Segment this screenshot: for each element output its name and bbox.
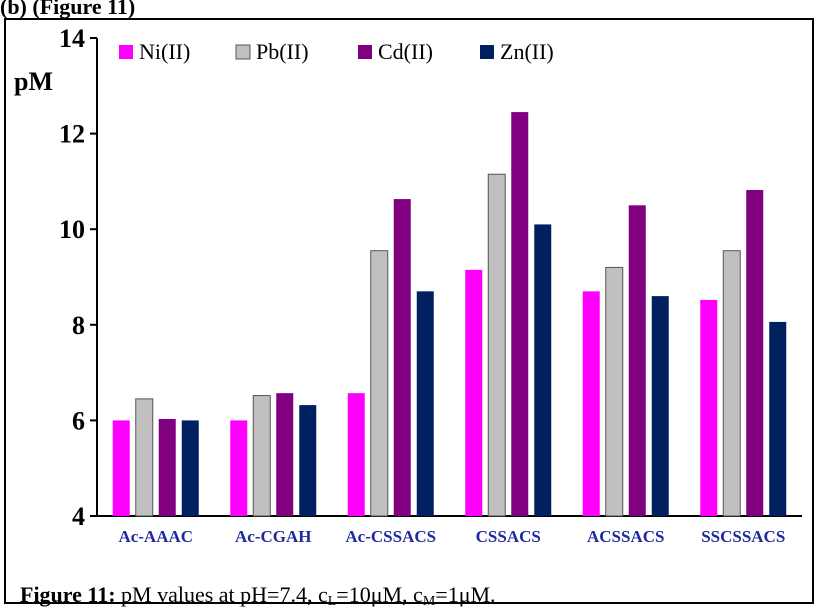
- bar: [112, 420, 130, 516]
- figure-frame: 4 6 8 10 12 14 pM Ac-AAAC Ac-CGAH Ac-CSSACS CSSACS…: [4, 18, 814, 609]
- legend-label: Zn(II): [500, 39, 554, 64]
- bar: [465, 269, 483, 516]
- bar: [746, 190, 764, 516]
- legend-swatch: [235, 44, 251, 60]
- legend-swatch: [119, 45, 133, 59]
- bar: [769, 321, 787, 516]
- legend-label: Ni(II): [139, 39, 190, 64]
- bar: [370, 250, 389, 517]
- legend-label: Pb(II): [256, 39, 309, 64]
- y-tick-label: 8: [72, 311, 85, 340]
- y-tick-label: 12: [59, 120, 85, 149]
- x-category-label: ACSSACS: [587, 527, 664, 546]
- caption-text-2: =10μM, c: [336, 582, 423, 607]
- bar: [628, 205, 646, 517]
- x-category-label: SSCSSACS: [701, 527, 785, 546]
- bar: [393, 199, 411, 516]
- y-tick-label: 10: [59, 215, 85, 244]
- x-category-label: Ac-CGAH: [235, 527, 311, 546]
- bar: [181, 420, 199, 516]
- bar: [230, 420, 248, 516]
- bar: [511, 112, 529, 516]
- bar: [487, 173, 506, 517]
- bar: [700, 299, 718, 516]
- bar: [416, 291, 434, 516]
- y-axis-label: pM: [14, 67, 53, 96]
- bar: [651, 296, 669, 516]
- legend-swatch: [358, 45, 372, 59]
- bar: [534, 224, 552, 517]
- caption-sub-l: L: [327, 594, 337, 609]
- bar: [135, 398, 154, 517]
- bar: [276, 393, 294, 516]
- legend-swatch: [480, 45, 494, 59]
- bar: [347, 393, 365, 516]
- y-tick-label: 14: [59, 24, 85, 53]
- figure-caption: Figure 11: pM values at pH=7.4, cL=10μM,…: [20, 582, 496, 610]
- x-category-label: Ac-CSSACS: [345, 527, 436, 546]
- legend-label: Cd(II): [378, 39, 433, 64]
- caption-text-3: =1μM.: [435, 582, 496, 607]
- caption-text-1: pM values at pH=7.4, c: [115, 582, 328, 607]
- x-category-label: CSSACS: [476, 527, 541, 546]
- header-fragment: (b) (Figure 11): [0, 0, 136, 19]
- bar: [582, 291, 600, 516]
- x-category-label: Ac-AAAC: [118, 527, 193, 546]
- bar: [722, 250, 741, 517]
- bar: [299, 405, 317, 516]
- bar: [158, 418, 176, 516]
- y-tick-label: 6: [72, 406, 85, 435]
- bar: [252, 395, 271, 517]
- bar: [605, 266, 624, 517]
- y-tick-label: 4: [72, 502, 85, 531]
- caption-sub-m: M: [422, 594, 436, 609]
- caption-label: Figure 11:: [20, 582, 116, 607]
